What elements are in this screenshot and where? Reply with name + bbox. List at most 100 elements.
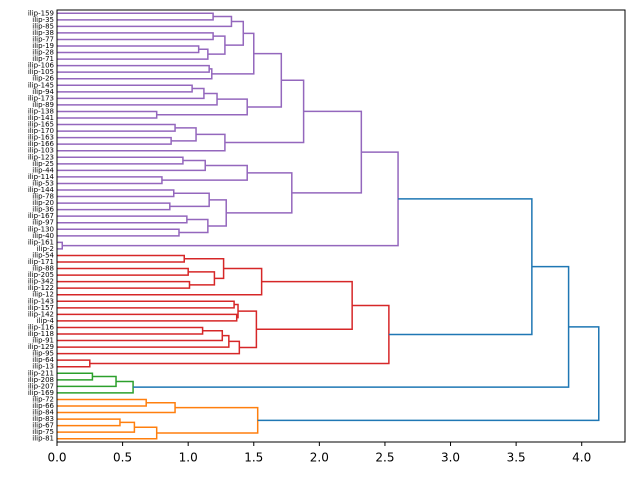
- leaf-label: ilip-116: [28, 323, 55, 331]
- leaf-label: ilip-4: [37, 317, 55, 325]
- leaf-label: ilip-67: [32, 422, 54, 430]
- leaf-label: ilip-161: [28, 238, 54, 246]
- leaf-label: ilip-35: [32, 16, 54, 24]
- leaf-label: ilip-25: [32, 160, 54, 168]
- link: [57, 300, 235, 309]
- link: [234, 303, 239, 319]
- leaf-label: ilip-114: [28, 173, 55, 181]
- leaf-label: ilip-167: [28, 212, 54, 220]
- link: [57, 329, 224, 342]
- leaf-label: ilip-166: [28, 140, 55, 148]
- leaf-label: ilip-75: [32, 428, 54, 436]
- leaf-label: ilip-171: [28, 258, 54, 266]
- link: [57, 215, 188, 224]
- link: [57, 110, 158, 119]
- x-tick-label: 0.5: [113, 451, 132, 465]
- leaf-label: ilip-36: [32, 206, 54, 214]
- leaf-label: ilip-40: [32, 232, 54, 240]
- leaf-label: ilip-138: [28, 107, 54, 115]
- link: [171, 127, 197, 142]
- link: [57, 372, 94, 381]
- x-tick-label: 3.0: [441, 451, 460, 465]
- x-tick-label: 2.5: [375, 451, 394, 465]
- leaf-label: ilip-143: [28, 297, 54, 305]
- leaf-label: ilip-89: [32, 101, 54, 109]
- link: [57, 375, 117, 388]
- link: [57, 340, 241, 355]
- link: [57, 64, 210, 73]
- leaf-label: ilip-85: [32, 22, 54, 30]
- leaf-label: ilip-129: [28, 343, 54, 351]
- leaf-label: ilip-105: [28, 68, 54, 76]
- link: [257, 326, 600, 422]
- leaf-label: ilip-91: [32, 337, 54, 345]
- leaf-label: ilip-38: [32, 29, 54, 37]
- link: [156, 406, 259, 434]
- link: [57, 45, 200, 54]
- leaf-label: ilip-84: [32, 409, 54, 417]
- leaf-label: ilip-19: [32, 42, 54, 50]
- leaf-label: ilip-145: [28, 81, 54, 89]
- x-tick-label: 2.0: [310, 451, 329, 465]
- link: [62, 151, 399, 247]
- link: [226, 172, 293, 214]
- leaf-label: ilip-44: [32, 166, 54, 174]
- leaf-label: ilip-106: [28, 62, 55, 70]
- leaf-label: ilip-123: [28, 153, 54, 161]
- x-tick-label: 1.0: [179, 451, 198, 465]
- link: [57, 267, 263, 296]
- link: [207, 199, 227, 227]
- leaf-label: ilip-157: [28, 304, 54, 312]
- leaf-label: ilip-142: [28, 310, 54, 318]
- link: [57, 418, 121, 427]
- link: [57, 176, 163, 185]
- leaf-label: ilip-53: [32, 179, 54, 187]
- link: [247, 52, 283, 108]
- link: [57, 84, 193, 93]
- link: [57, 380, 134, 394]
- leaf-label: ilip-165: [28, 121, 54, 129]
- leaf-label: ilip-141: [28, 114, 54, 122]
- x-tick-label: 1.5: [244, 451, 263, 465]
- link: [256, 280, 353, 331]
- leaf-label: ilip-170: [28, 127, 54, 135]
- leaf-label: ilip-88: [32, 265, 54, 273]
- x-tick-label: 3.5: [507, 451, 526, 465]
- leaf-label: ilip-130: [28, 225, 54, 233]
- link: [57, 189, 175, 198]
- leaf-label: ilip-26: [32, 75, 54, 83]
- link: [57, 254, 185, 263]
- leaf-label: ilip-77: [32, 35, 54, 43]
- leaf-label: ilip-13: [32, 363, 54, 371]
- link: [57, 326, 204, 335]
- leaf-label: ilip-103: [28, 147, 54, 155]
- link: [224, 79, 305, 144]
- leaf-label: ilip-64: [32, 356, 54, 364]
- plot-frame: [56, 9, 626, 443]
- link: [57, 228, 180, 237]
- leaf-label: ilip-122: [28, 284, 54, 292]
- leaf-label: ilip-54: [32, 251, 54, 259]
- leaf-label: ilip-71: [32, 55, 54, 63]
- leaf-label: ilip-94: [32, 88, 54, 96]
- link: [188, 271, 216, 286]
- leaf-label: ilip-208: [28, 376, 54, 384]
- leaf-label: ilip-97: [32, 219, 54, 227]
- leaf-label: ilip-81: [32, 435, 54, 443]
- leaf-label: ilip-163: [28, 134, 54, 142]
- leaf-label: ilip-144: [28, 186, 55, 194]
- x-tick-label: 0.0: [47, 451, 66, 465]
- link: [238, 310, 258, 349]
- leaf-label: ilip-207: [28, 382, 54, 390]
- leaf-label: ilip-12: [32, 291, 54, 299]
- leaf-label: ilip-28: [32, 49, 54, 57]
- leaf-label: ilip-72: [32, 395, 54, 403]
- leaf-label: ilip-211: [28, 369, 54, 377]
- link: [57, 401, 176, 414]
- link: [57, 241, 63, 250]
- link: [57, 426, 158, 440]
- leaf-label: ilip-66: [32, 402, 54, 410]
- leaf-label: ilip-159: [28, 9, 54, 17]
- x-tick-label: 4.0: [572, 451, 591, 465]
